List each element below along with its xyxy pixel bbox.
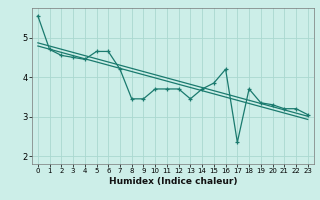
X-axis label: Humidex (Indice chaleur): Humidex (Indice chaleur): [108, 177, 237, 186]
